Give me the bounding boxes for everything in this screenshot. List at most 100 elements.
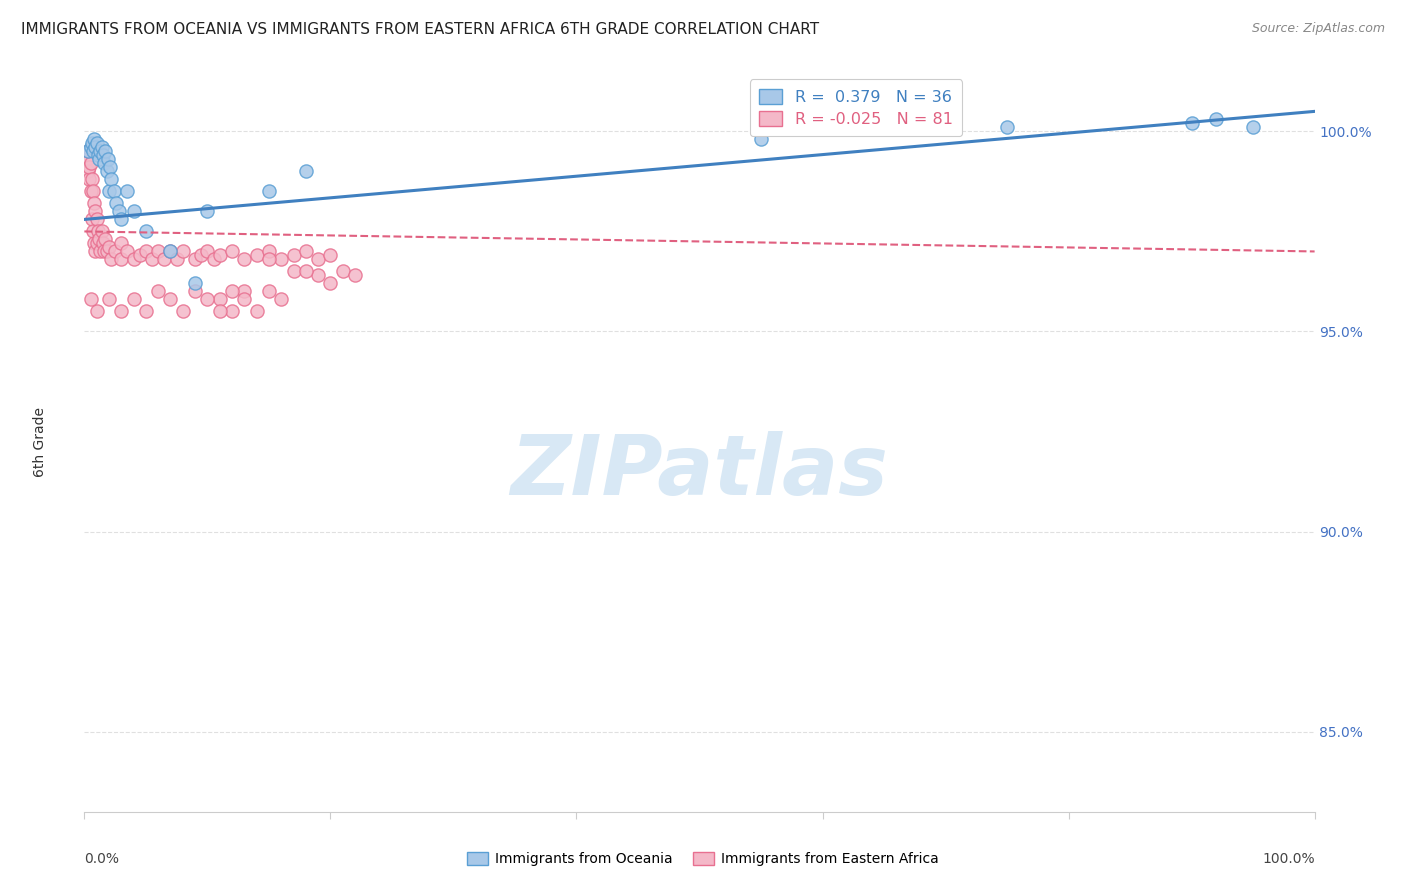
Point xyxy=(93,244,115,259)
Text: 6th Grade: 6th Grade xyxy=(34,407,48,476)
Point xyxy=(135,224,157,238)
Point xyxy=(79,140,101,154)
Point xyxy=(93,156,115,170)
Point xyxy=(117,244,139,259)
Point xyxy=(110,304,132,318)
Point xyxy=(103,185,125,199)
Point xyxy=(344,268,367,283)
Point xyxy=(1241,120,1264,135)
Point xyxy=(83,196,105,211)
Point xyxy=(90,140,112,154)
Point xyxy=(257,252,280,267)
Point xyxy=(98,161,121,175)
Point xyxy=(117,185,139,199)
Point xyxy=(94,232,117,246)
Point xyxy=(87,148,110,162)
Point xyxy=(89,244,111,259)
Point xyxy=(96,244,118,259)
Point xyxy=(153,252,176,267)
Point xyxy=(184,252,207,267)
Point xyxy=(79,293,101,307)
Point xyxy=(221,304,243,318)
Point xyxy=(91,148,114,162)
Point xyxy=(1205,112,1227,127)
Point xyxy=(79,185,101,199)
Point xyxy=(135,304,157,318)
Point xyxy=(270,252,292,267)
Point xyxy=(159,293,181,307)
Point xyxy=(94,145,117,159)
Point xyxy=(104,244,127,259)
Point xyxy=(98,240,121,254)
Point xyxy=(98,293,121,307)
Point xyxy=(257,244,280,259)
Point xyxy=(197,244,219,259)
Point xyxy=(197,204,219,219)
Point xyxy=(307,268,329,283)
Point xyxy=(86,304,108,318)
Point xyxy=(190,248,212,262)
Point xyxy=(148,244,170,259)
Point xyxy=(89,153,111,167)
Point xyxy=(77,145,100,159)
Point xyxy=(82,145,104,159)
Point xyxy=(246,304,269,318)
Point xyxy=(141,252,163,267)
Text: IMMIGRANTS FROM OCEANIA VS IMMIGRANTS FROM EASTERN AFRICA 6TH GRADE CORRELATION : IMMIGRANTS FROM OCEANIA VS IMMIGRANTS FR… xyxy=(21,22,820,37)
Point xyxy=(80,212,103,227)
Text: 100.0%: 100.0% xyxy=(1263,853,1315,866)
Point xyxy=(283,264,305,278)
Point xyxy=(270,293,292,307)
Point xyxy=(295,164,318,178)
Point xyxy=(319,277,342,291)
Point xyxy=(257,285,280,299)
Point xyxy=(89,232,111,246)
Text: 0.0%: 0.0% xyxy=(84,853,120,866)
Point xyxy=(98,185,121,199)
Point xyxy=(172,304,194,318)
Point xyxy=(110,212,132,227)
Point xyxy=(97,153,120,167)
Text: Source: ZipAtlas.com: Source: ZipAtlas.com xyxy=(1251,22,1385,36)
Point xyxy=(80,136,103,151)
Point xyxy=(184,285,207,299)
Point xyxy=(283,248,305,262)
Point xyxy=(91,236,114,251)
Point xyxy=(246,248,269,262)
Text: ZIPatlas: ZIPatlas xyxy=(510,431,889,512)
Point xyxy=(995,120,1018,135)
Point xyxy=(122,252,145,267)
Point xyxy=(295,244,318,259)
Point xyxy=(257,185,280,199)
Point xyxy=(148,285,170,299)
Point xyxy=(135,244,157,259)
Point xyxy=(110,236,132,251)
Point xyxy=(96,164,118,178)
Point xyxy=(319,248,342,262)
Point xyxy=(122,293,145,307)
Point xyxy=(1181,116,1204,130)
Point xyxy=(221,285,243,299)
Point xyxy=(184,277,207,291)
Point xyxy=(84,204,107,219)
Point xyxy=(197,293,219,307)
Point xyxy=(159,244,181,259)
Point xyxy=(233,293,256,307)
Point xyxy=(89,145,111,159)
Point xyxy=(172,244,194,259)
Point xyxy=(80,172,103,186)
Point xyxy=(208,248,231,262)
Point xyxy=(208,293,231,307)
Point xyxy=(86,136,108,151)
Point xyxy=(332,264,354,278)
Point xyxy=(87,224,110,238)
Point xyxy=(208,304,231,318)
Point xyxy=(76,153,98,167)
Point xyxy=(79,172,101,186)
Point xyxy=(79,161,101,175)
Point xyxy=(221,244,243,259)
Point xyxy=(77,145,100,159)
Point xyxy=(82,224,104,238)
Point xyxy=(166,252,188,267)
Point xyxy=(77,164,100,178)
